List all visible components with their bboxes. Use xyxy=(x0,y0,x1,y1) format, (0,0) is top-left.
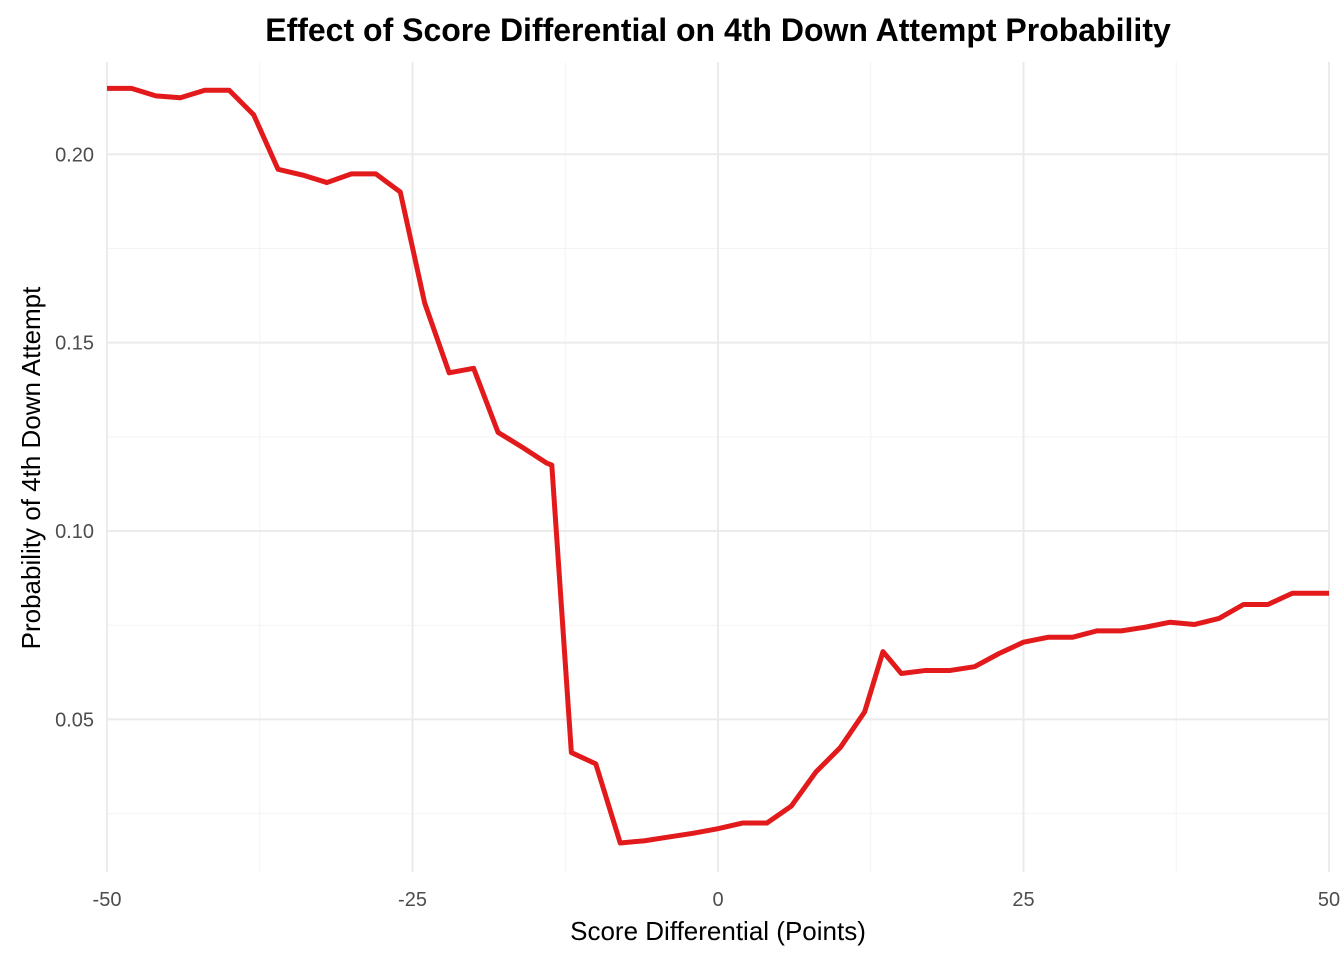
gridlines xyxy=(106,62,1330,872)
y-tick-label: 0.10 xyxy=(55,521,94,543)
y-tick-label: 0.05 xyxy=(55,709,94,731)
x-tick-label: -25 xyxy=(398,889,427,911)
x-tick-label: 50 xyxy=(1318,889,1340,911)
series-lines xyxy=(107,85,1329,846)
x-tick-label: 0 xyxy=(712,889,723,911)
x-axis-title: Score Differential (Points) xyxy=(570,916,866,946)
y-axis-title: Probability of 4th Down Attempt xyxy=(16,286,46,650)
y-axis-ticks: 0.05 0.10 0.15 0.20 xyxy=(55,144,94,731)
series-line xyxy=(107,85,1329,846)
x-axis-ticks: -50 -25 0 25 50 xyxy=(93,889,1341,911)
x-tick-label: -50 xyxy=(93,889,122,911)
y-tick-label: 0.15 xyxy=(55,333,94,355)
x-tick-label: 25 xyxy=(1012,889,1034,911)
chart-title: Effect of Score Differential on 4th Down… xyxy=(265,12,1171,48)
y-tick-label: 0.20 xyxy=(55,144,94,166)
